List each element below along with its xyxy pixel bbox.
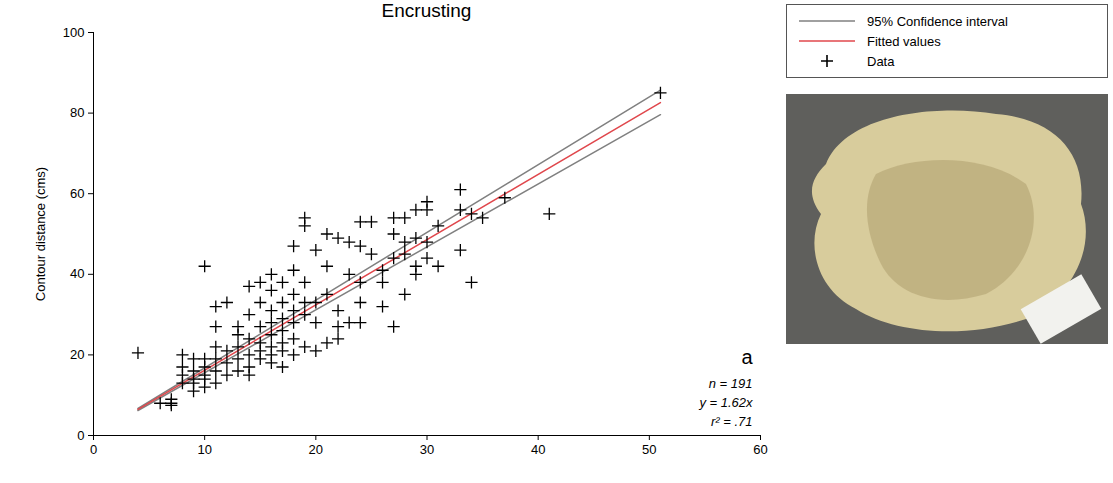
svg-text:60: 60 — [70, 186, 84, 201]
svg-text:r² = .71: r² = .71 — [711, 414, 753, 429]
svg-text:30: 30 — [420, 442, 434, 457]
svg-text:60: 60 — [753, 442, 767, 457]
svg-text:80: 80 — [70, 105, 84, 120]
svg-text:n = 191: n = 191 — [709, 376, 753, 391]
html-text:Data: Data — [867, 53, 895, 69]
svg-text:40: 40 — [531, 442, 545, 457]
svg-text:40: 40 — [70, 266, 84, 281]
html-text:Encrusting: Encrusting — [381, 0, 472, 21]
html-text:95% Confidence interval: 95% Confidence interval — [867, 13, 1008, 29]
svg-text:0: 0 — [90, 442, 97, 457]
svg-text:0: 0 — [77, 428, 84, 443]
html-text:Fitted values: Fitted values — [867, 33, 941, 49]
svg-text:50: 50 — [642, 442, 656, 457]
svg-text:20: 20 — [309, 442, 323, 457]
svg-text:a: a — [741, 346, 753, 368]
svg-text:y = 1.62x: y = 1.62x — [698, 395, 753, 410]
svg-text:Contour distance (cms): Contour distance (cms) — [33, 167, 48, 301]
svg-text:10: 10 — [197, 442, 211, 457]
svg-text:100: 100 — [63, 25, 85, 40]
svg-text:20: 20 — [70, 347, 84, 362]
